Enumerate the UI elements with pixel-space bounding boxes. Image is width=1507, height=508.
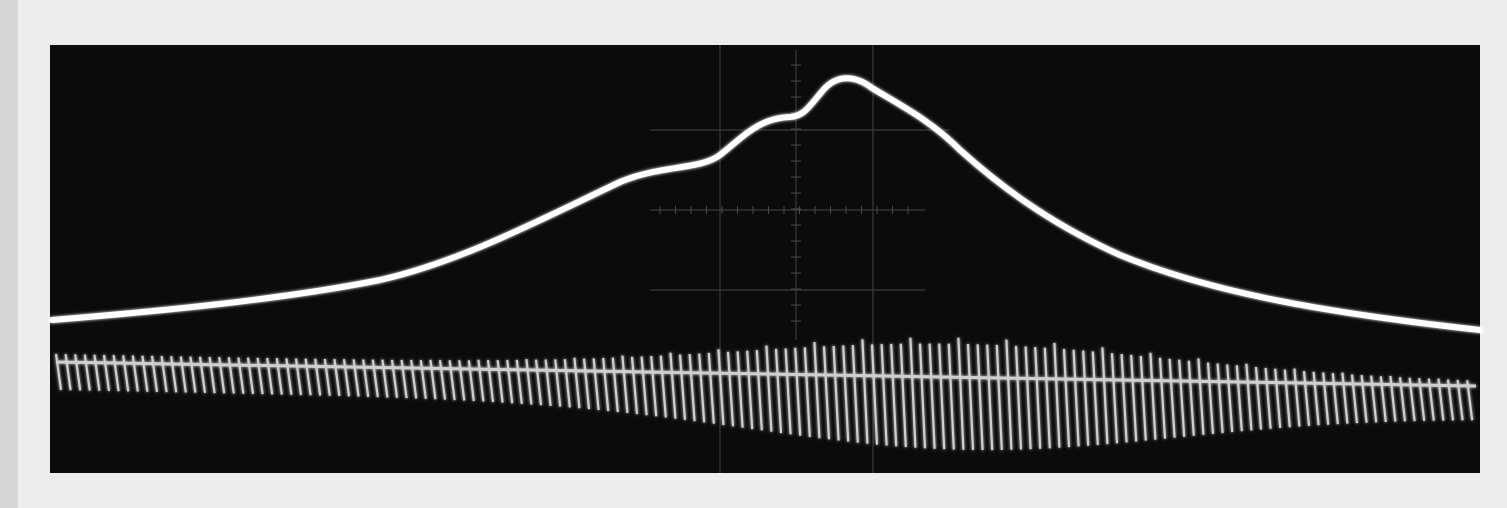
photo-edge — [0, 0, 18, 508]
screen — [50, 45, 1480, 473]
